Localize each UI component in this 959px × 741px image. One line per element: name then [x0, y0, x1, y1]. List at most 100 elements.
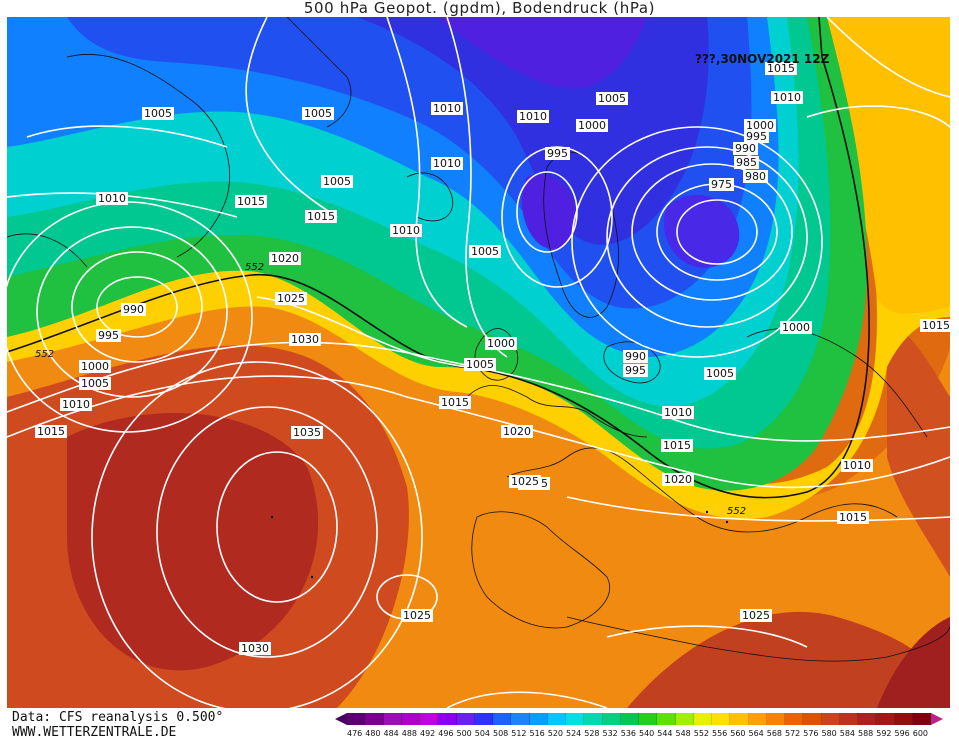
legend-value-label: 548: [675, 729, 691, 738]
legend-value-label: 520: [547, 729, 564, 738]
isobar-label: 1020: [662, 473, 694, 486]
isobar-value: 1005: [304, 107, 332, 120]
legend-value-label: 552: [693, 729, 710, 738]
isobar-value: 1005: [706, 367, 734, 380]
legend-value-label: 580: [821, 729, 837, 738]
pressure-labels: 1005 1005 1010 1010 1005 1015 1010 1015 1010 1005…: [35, 62, 950, 655]
legend-swatch: [730, 713, 749, 725]
isobar-value: 1010: [98, 192, 126, 205]
isobar-value: 975: [711, 178, 732, 191]
legend-value-label: 528: [584, 729, 600, 738]
isobar-label: 1010: [431, 157, 463, 170]
isobar-label: 1010: [771, 91, 803, 104]
isobar-label: 1020: [269, 252, 301, 265]
legend-value-label: 532: [602, 729, 618, 738]
legend-swatch: [438, 713, 457, 725]
legend-value-label: 492: [420, 729, 436, 738]
legend-swatch: [894, 713, 913, 725]
isobar-value: 1005: [471, 245, 499, 258]
legend-value-label: 500: [456, 729, 472, 738]
isobar-value: 1005: [323, 175, 351, 188]
isobar-label: 1010: [60, 398, 92, 411]
legend-swatch: [511, 713, 530, 725]
isobar-label: 1010: [96, 192, 128, 205]
isobar-value: 1015: [839, 511, 867, 524]
isobar-label: 1005: [302, 107, 334, 120]
isobar-label: 1025: [509, 475, 541, 488]
legend-swatch: [383, 713, 402, 725]
isobar-value: 1015: [922, 319, 950, 332]
isobar-value: 1010: [62, 398, 90, 411]
isobar-label: 1005: [79, 377, 111, 390]
legend-value-label: 600: [912, 729, 929, 738]
isobar-value: 1020: [271, 252, 299, 265]
isobar-value: 1000: [746, 119, 774, 132]
legend-value-label: 476: [347, 729, 363, 738]
legend-swatch: [620, 713, 639, 725]
height-552-label: 552: [245, 262, 264, 273]
legend-color-bar: [347, 713, 931, 725]
isobar-value: 1020: [503, 425, 531, 438]
run-date-label: ???,30NOV2021 12Z: [695, 52, 830, 66]
legend-swatch: [420, 713, 439, 725]
legend-value-label: 480: [365, 729, 381, 738]
isobar-label: 995: [623, 364, 648, 377]
isobar-label: 1010: [517, 110, 549, 123]
legend-value-label: 488: [401, 729, 418, 738]
legend-left-arrow-icon: [335, 713, 347, 725]
legend-value-label: 596: [894, 729, 910, 738]
isobar-value: 1015: [663, 439, 691, 452]
isobar-label: 995: [96, 329, 121, 342]
isobar-value: 1000: [782, 321, 810, 334]
isobar-label: 1020: [501, 425, 533, 438]
legend-value-label: 524: [566, 729, 582, 738]
isobar-label: 1035: [291, 426, 323, 439]
isobar-label: 1015: [837, 511, 869, 524]
isobar-value: 1020: [664, 473, 692, 486]
legend-swatch: [529, 713, 548, 725]
legend-swatch: [912, 713, 931, 725]
legend-value-label: 536: [620, 729, 637, 738]
isobar-label: 1005: [464, 358, 496, 371]
legend-value-label: 592: [876, 729, 892, 738]
website-text: WWW.WETTERZENTRALE.DE: [12, 725, 177, 740]
isobar-value: 1000: [578, 119, 606, 132]
legend-value-label: 568: [766, 729, 783, 738]
legend-swatch: [584, 713, 603, 725]
legend-value-label: 560: [730, 729, 746, 738]
legend-swatch: [803, 713, 822, 725]
legend-value-label: 540: [639, 729, 655, 738]
legend-swatch: [712, 713, 731, 725]
isobar-label: 985: [734, 156, 759, 169]
isobar-label: 1015: [661, 439, 693, 452]
legend-swatch: [748, 713, 767, 725]
isobar-label: 1015: [439, 396, 471, 409]
isobar-label: 1005: [321, 175, 353, 188]
legend-swatch: [766, 713, 785, 725]
isobar-label: 1010: [662, 406, 694, 419]
weather-map: 1005 1005 1010 1010 1005 1015 1010 1015 1010 1005…: [7, 17, 950, 708]
legend-value-label: 576: [803, 729, 819, 738]
legend-swatch: [821, 713, 840, 725]
isobar-value: 990: [123, 303, 144, 316]
isobar-value: 1030: [291, 333, 319, 346]
legend-swatch: [657, 713, 676, 725]
isobar-value: 985: [736, 156, 757, 169]
isobar-value: 1015: [237, 195, 265, 208]
isobar-value: 995: [746, 130, 767, 143]
data-source-text: Data: CFS reanalysis 0.500°: [12, 710, 224, 725]
legend-right-arrow-icon: [931, 713, 943, 725]
legend-value-label: 564: [748, 729, 764, 738]
isobar-value: 1015: [441, 396, 469, 409]
isobar-label: 975: [709, 178, 734, 191]
isobar-value: 1000: [487, 337, 515, 350]
footer: Data: CFS reanalysis 0.500° WWW.WETTERZE…: [12, 710, 223, 740]
isobar-value: 1010: [519, 110, 547, 123]
isobar-value: 1010: [433, 157, 461, 170]
isobar-value: 1015: [37, 425, 65, 438]
isobar-label: 1015: [305, 210, 337, 223]
isobar-label: 1000: [79, 360, 111, 373]
isobar-label: 1025: [275, 292, 307, 305]
isobar-label: 1005: [469, 245, 501, 258]
isobar-value: 1025: [511, 475, 539, 488]
